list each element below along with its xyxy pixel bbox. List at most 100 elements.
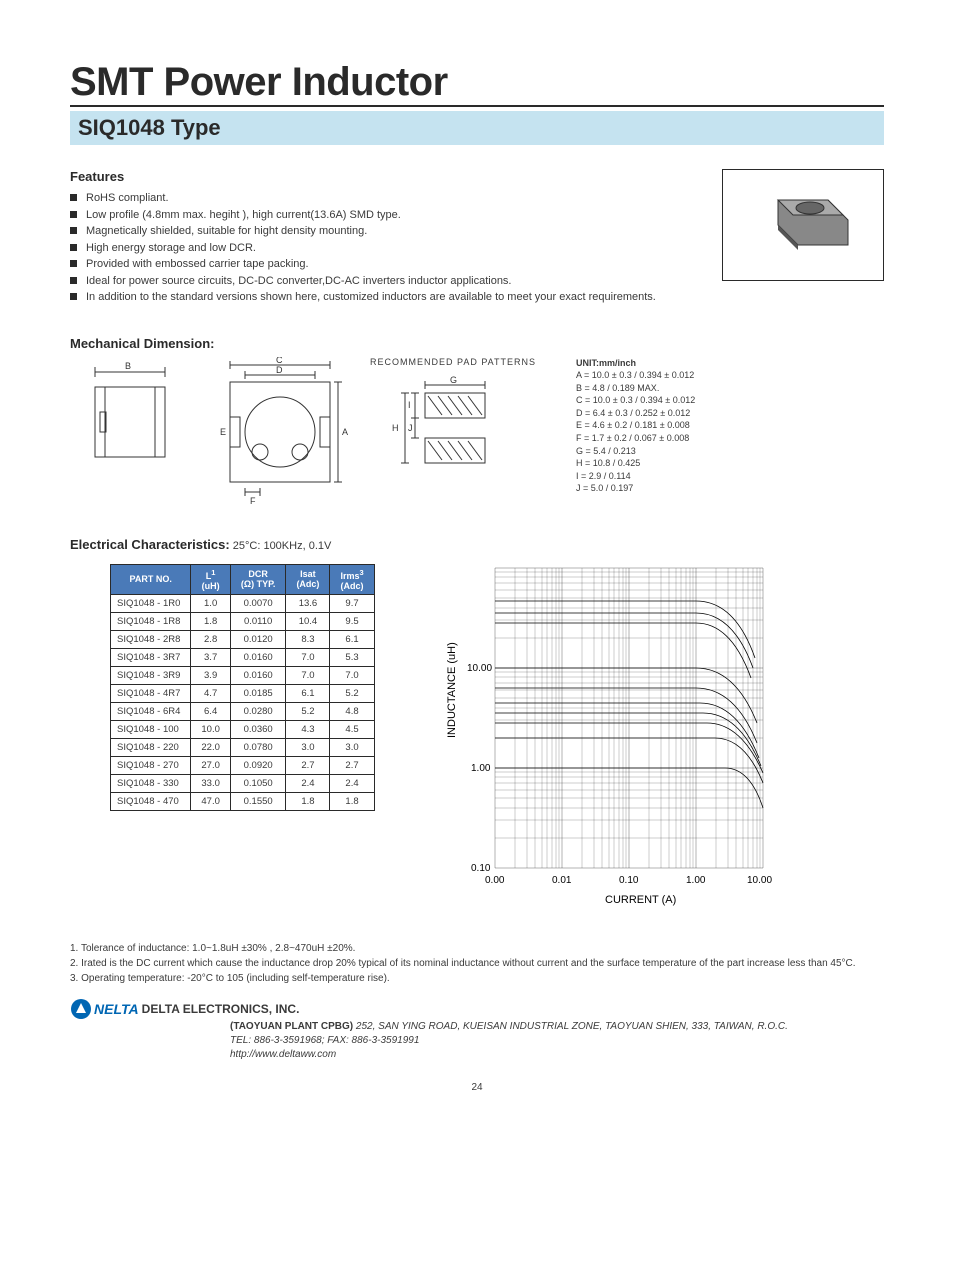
th-part: PART NO. [111, 564, 191, 594]
table-row: SIQ1048 - 6R46.40.02805.24.8 [111, 702, 375, 720]
table-cell: SIQ1048 - 220 [111, 738, 191, 756]
table-row: SIQ1048 - 10010.00.03604.34.5 [111, 720, 375, 738]
table-cell: SIQ1048 - 470 [111, 792, 191, 810]
table-cell: 9.5 [330, 612, 374, 630]
side-diagram: B [70, 357, 190, 487]
th-l: L1(uH) [191, 564, 231, 594]
top-diagram: C D E A F [210, 357, 350, 507]
table-cell: 4.8 [330, 702, 374, 720]
table-cell: 0.0160 [230, 666, 286, 684]
table-cell: SIQ1048 - 100 [111, 720, 191, 738]
x-tick: 1.00 [686, 875, 706, 886]
table-cell: 0.0110 [230, 612, 286, 630]
table-cell: SIQ1048 - 1R0 [111, 594, 191, 612]
svg-text:A: A [342, 427, 348, 437]
table-cell: 0.0120 [230, 630, 286, 648]
svg-text:J: J [408, 423, 413, 433]
y-axis-label: INDUCTANCE (uH) [446, 642, 458, 738]
unit-line: A = 10.0 ± 0.3 / 0.394 ± 0.012 [576, 369, 695, 382]
table-cell: 5.2 [330, 684, 374, 702]
table-cell: SIQ1048 - 6R4 [111, 702, 191, 720]
table-cell: 6.1 [286, 684, 330, 702]
th-dcr: DCR(Ω) TYP. [230, 564, 286, 594]
table-cell: 0.0360 [230, 720, 286, 738]
table-row: SIQ1048 - 27027.00.09202.72.7 [111, 756, 375, 774]
table-row: SIQ1048 - 1R01.00.007013.69.7 [111, 594, 375, 612]
product-image [722, 169, 884, 281]
table-cell: 1.8 [191, 612, 231, 630]
features-list: RoHS compliant. Low profile (4.8mm max. … [70, 190, 690, 306]
table-cell: 0.0160 [230, 648, 286, 666]
feature-item: In addition to the standard versions sho… [70, 289, 690, 306]
table-cell: 13.6 [286, 594, 330, 612]
x-tick: 0.01 [552, 875, 572, 886]
table-cell: 5.3 [330, 648, 374, 666]
table-cell: SIQ1048 - 2R8 [111, 630, 191, 648]
table-cell: 2.8 [191, 630, 231, 648]
unit-line: E = 4.6 ± 0.2 / 0.181 ± 0.008 [576, 419, 695, 432]
feature-item: Ideal for power source circuits, DC-DC c… [70, 273, 690, 290]
table-cell: 0.0780 [230, 738, 286, 756]
unit-heading: UNIT:mm/inch [576, 357, 695, 370]
table-cell: 2.7 [286, 756, 330, 774]
table-row: SIQ1048 - 4R74.70.01856.15.2 [111, 684, 375, 702]
x-tick: 10.00 [747, 875, 772, 886]
table-cell: SIQ1048 - 3R7 [111, 648, 191, 666]
table-cell: 2.4 [330, 774, 374, 792]
table-cell: 2.4 [286, 774, 330, 792]
table-cell: 0.0070 [230, 594, 286, 612]
page-number: 24 [70, 1082, 884, 1093]
inductance-chart: 10.00 1.00 0.10 0.00 0.01 0.10 1.00 10.0… [435, 558, 755, 921]
svg-text:C: C [276, 357, 283, 365]
unit-line: B = 4.8 / 0.189 MAX. [576, 382, 695, 395]
unit-line: G = 5.4 / 0.213 [576, 445, 695, 458]
note: 1. Tolerance of inductance: 1.0~1.8uH ±3… [70, 941, 884, 956]
table-cell: 4.5 [330, 720, 374, 738]
table-row: SIQ1048 - 33033.00.10502.42.4 [111, 774, 375, 792]
th-isat: Isat(Adc) [286, 564, 330, 594]
ec-row: PART NO. L1(uH) DCR(Ω) TYP. Isat(Adc) Ir… [70, 558, 884, 921]
table-cell: 47.0 [191, 792, 231, 810]
company-name: DELTA ELECTRONICS, INC. [142, 1002, 300, 1016]
note: 3. Operating temperature: -20°C to 105 (… [70, 971, 884, 986]
table-cell: 0.1550 [230, 792, 286, 810]
table-row: SIQ1048 - 47047.00.15501.81.8 [111, 792, 375, 810]
table-cell: 0.1050 [230, 774, 286, 792]
table-cell: 1.8 [330, 792, 374, 810]
unit-line: C = 10.0 ± 0.3 / 0.394 ± 0.012 [576, 394, 695, 407]
pad-block: RECOMMENDED PAD PATTERNS G H I [370, 357, 536, 486]
svg-text:E: E [220, 427, 226, 437]
mech-heading: Mechanical Dimension: [70, 336, 884, 351]
svg-text:G: G [450, 375, 457, 385]
table-cell: 6.1 [330, 630, 374, 648]
dimensions-row: B C D E A [70, 357, 884, 507]
ec-heading-row: Electrical Characteristics: 25°C: 100KHz… [70, 537, 884, 552]
table-cell: 6.4 [191, 702, 231, 720]
table-cell: 7.0 [286, 648, 330, 666]
plant-label: (TAOYUAN PLANT CPBG) [230, 1021, 353, 1032]
table-cell: SIQ1048 - 330 [111, 774, 191, 792]
feature-item: High energy storage and low DCR. [70, 240, 690, 257]
table-cell: 10.0 [191, 720, 231, 738]
table-cell: 3.7 [191, 648, 231, 666]
url-line: http://www.deltaww.com [230, 1049, 336, 1060]
y-tick: 10.00 [467, 663, 492, 674]
table-row: SIQ1048 - 3R73.70.01607.05.3 [111, 648, 375, 666]
table-cell: SIQ1048 - 1R8 [111, 612, 191, 630]
table-row: SIQ1048 - 22022.00.07803.03.0 [111, 738, 375, 756]
svg-text:F: F [250, 496, 256, 506]
pad-heading: RECOMMENDED PAD PATTERNS [370, 357, 536, 367]
table-cell: 0.0185 [230, 684, 286, 702]
table-cell: 33.0 [191, 774, 231, 792]
th-irms: Irms3(Adc) [330, 564, 374, 594]
table-cell: 1.0 [191, 594, 231, 612]
feature-item: Magnetically shielded, suitable for high… [70, 223, 690, 240]
x-tick: 0.10 [619, 875, 639, 886]
unit-line: J = 5.0 / 0.197 [576, 482, 695, 495]
ec-heading: Electrical Characteristics: [70, 537, 230, 552]
y-tick: 1.00 [471, 763, 491, 774]
electrical-table: PART NO. L1(uH) DCR(Ω) TYP. Isat(Adc) Ir… [110, 564, 375, 811]
svg-text:D: D [276, 365, 283, 375]
logo-text: NELTA [94, 1001, 139, 1017]
svg-text:H: H [392, 423, 399, 433]
